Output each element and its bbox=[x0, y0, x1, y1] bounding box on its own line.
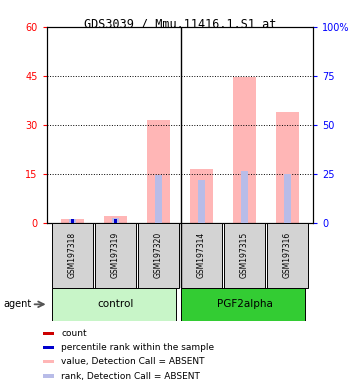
Text: GSM197320: GSM197320 bbox=[154, 232, 163, 278]
FancyBboxPatch shape bbox=[52, 288, 176, 321]
FancyBboxPatch shape bbox=[267, 223, 308, 288]
Bar bbox=[284, 174, 291, 223]
Text: percentile rank within the sample: percentile rank within the sample bbox=[61, 343, 214, 352]
Text: GSM197316: GSM197316 bbox=[283, 232, 292, 278]
Text: count: count bbox=[61, 329, 87, 338]
Text: GSM197318: GSM197318 bbox=[68, 232, 77, 278]
FancyBboxPatch shape bbox=[138, 223, 179, 288]
Bar bbox=[114, 219, 117, 223]
Bar bbox=[112, 218, 119, 223]
Bar bbox=[61, 219, 84, 223]
Bar bbox=[157, 222, 160, 223]
Text: rank, Detection Call = ABSENT: rank, Detection Call = ABSENT bbox=[61, 371, 200, 381]
Bar bbox=[114, 220, 117, 223]
Text: PGF2alpha: PGF2alpha bbox=[216, 299, 273, 310]
Text: value, Detection Call = ABSENT: value, Detection Call = ABSENT bbox=[61, 358, 205, 366]
Bar bbox=[198, 180, 205, 223]
Bar bbox=[43, 374, 54, 377]
Bar bbox=[43, 332, 54, 335]
FancyBboxPatch shape bbox=[181, 223, 222, 288]
Bar bbox=[104, 216, 127, 223]
Text: GDS3039 / Mmu.11416.1.S1_at: GDS3039 / Mmu.11416.1.S1_at bbox=[84, 17, 276, 30]
Text: control: control bbox=[97, 299, 134, 310]
Bar bbox=[71, 219, 74, 223]
Text: GSM197315: GSM197315 bbox=[240, 232, 249, 278]
Bar bbox=[190, 169, 213, 223]
Bar bbox=[233, 78, 256, 223]
Bar bbox=[200, 222, 203, 223]
FancyBboxPatch shape bbox=[181, 288, 305, 321]
Bar bbox=[43, 346, 54, 349]
Bar bbox=[71, 219, 74, 223]
Bar bbox=[286, 222, 289, 223]
Text: GSM197319: GSM197319 bbox=[111, 232, 120, 278]
FancyBboxPatch shape bbox=[95, 223, 136, 288]
Bar bbox=[69, 219, 76, 223]
FancyBboxPatch shape bbox=[224, 223, 265, 288]
Bar bbox=[276, 112, 299, 223]
FancyBboxPatch shape bbox=[52, 223, 93, 288]
Text: GSM197314: GSM197314 bbox=[197, 232, 206, 278]
Bar bbox=[243, 221, 246, 223]
Bar bbox=[241, 171, 248, 223]
Text: agent: agent bbox=[4, 299, 32, 310]
Bar bbox=[147, 120, 170, 223]
Bar bbox=[43, 360, 54, 363]
Bar bbox=[155, 175, 162, 223]
